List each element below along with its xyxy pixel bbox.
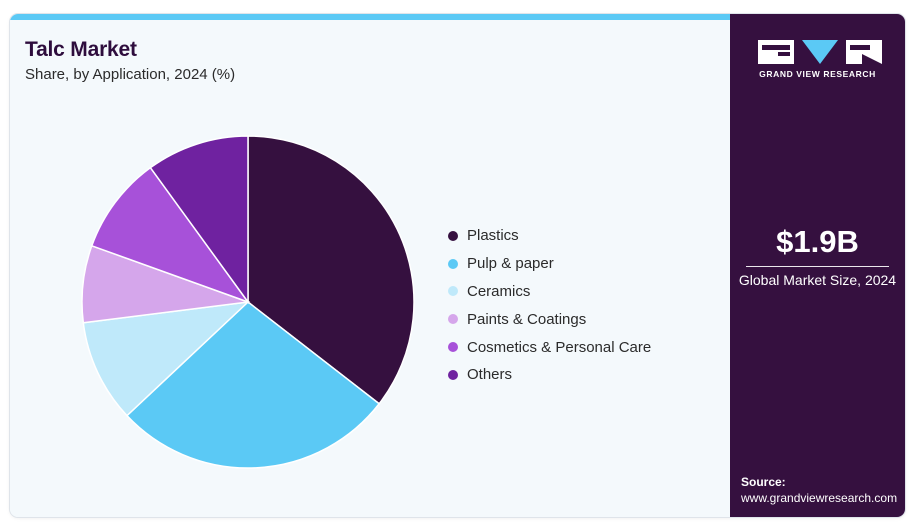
legend-item: Ceramics	[448, 278, 651, 306]
pie-slice-ceramics	[82, 300, 251, 417]
legend-item: Plastics	[448, 222, 651, 250]
legend-item: Others	[448, 361, 651, 389]
chart-subtitle: Share, by Application, 2024 (%)	[25, 66, 236, 83]
legend-swatch	[448, 342, 458, 353]
divider	[746, 266, 889, 267]
chart-legend: Plastics Pulp & paper Ceramics Paints & Coa…	[448, 222, 651, 389]
pie-slice-plastics	[247, 135, 415, 405]
market-size-label: Global Market Size, 2024	[738, 272, 897, 288]
accent-bar	[10, 14, 730, 20]
sidebar-panel: GRAND VIEW RESEARCH $1.9B Global Market …	[730, 14, 905, 517]
legend-label: Cosmetics & Personal Care	[467, 338, 652, 356]
legend-swatch	[448, 369, 458, 380]
legend-label: Others	[467, 366, 513, 384]
gvr-logo-icon	[758, 40, 882, 64]
legend-item: Paints & Coatings	[448, 305, 651, 333]
chart-title: Talc Market	[25, 38, 137, 61]
legend-label: Paints & Coatings	[467, 310, 587, 328]
legend-label: Pulp & paper	[467, 255, 554, 273]
legend-swatch	[448, 286, 458, 297]
brand-name: GRAND VIEW RESEARCH	[759, 69, 876, 79]
pie-slice-pulp-paper	[125, 301, 381, 469]
source-label: Source:	[741, 475, 786, 489]
legend-item: Cosmetics & Personal Care	[448, 333, 651, 361]
legend-item: Pulp & paper	[448, 250, 651, 278]
pie-chart	[81, 135, 415, 469]
legend-swatch	[448, 230, 458, 241]
legend-swatch	[448, 314, 458, 325]
source-url: www.grandviewresearch.com	[741, 491, 898, 505]
pie-slice-others	[149, 135, 249, 305]
legend-swatch	[448, 258, 458, 269]
market-size-value: $1.9B	[776, 224, 859, 259]
legend-label: Ceramics	[467, 282, 531, 300]
chart-panel: Talc Market Share, by Application, 2024 …	[10, 14, 730, 517]
pie-slice-cosmetics-personal-care	[90, 166, 251, 304]
legend-label: Plastics	[467, 227, 519, 245]
chart-card: Talc Market Share, by Application, 2024 …	[10, 14, 905, 517]
